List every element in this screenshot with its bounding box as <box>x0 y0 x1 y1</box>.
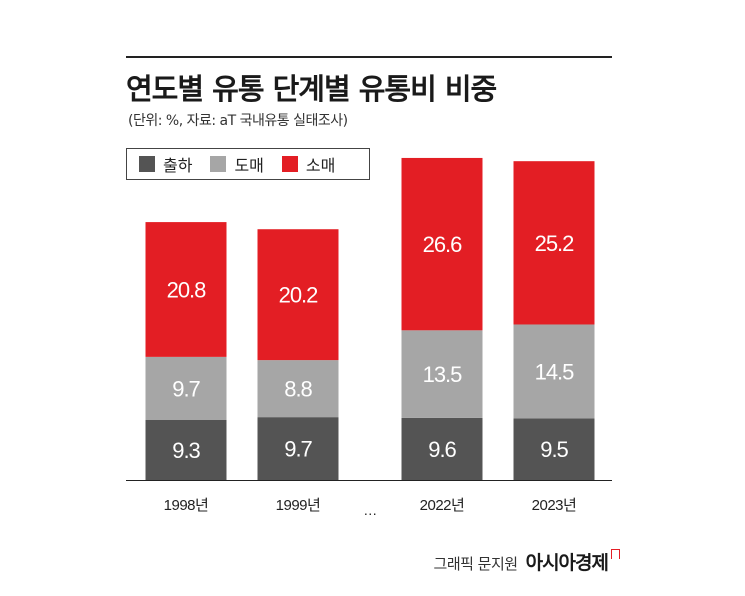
data-label-shipping-2022: 9.6 <box>428 437 456 462</box>
legend-swatch-retail <box>281 156 298 172</box>
legend: 출하 도매 소매 <box>126 148 370 180</box>
x-tick-label-1998: 1998년 <box>164 497 209 514</box>
data-label-retail-1998: 20.8 <box>167 277 207 302</box>
x-tick-label-1999: 1999년 <box>276 497 321 514</box>
x-tick-label-2023: 2023년 <box>532 497 577 514</box>
graphic-credit: 그래픽 문지원 <box>433 555 519 573</box>
brand-logo-icon <box>611 549 620 559</box>
bar-wholesale-1999 <box>257 360 339 418</box>
data-label-retail-2023: 25.2 <box>535 231 575 256</box>
data-label-wholesale-1998: 9.7 <box>172 376 200 401</box>
data-label-wholesale-2023: 14.5 <box>535 359 575 384</box>
bar-retail-2023 <box>513 161 595 325</box>
legend-swatch-shipping <box>139 156 155 172</box>
bar-retail-1999 <box>257 229 339 361</box>
bar-wholesale-2023 <box>513 324 595 419</box>
data-label-retail-1999: 20.2 <box>279 283 319 308</box>
publisher-brand: 아시아경제 <box>525 552 609 574</box>
source-credit: 그래픽 문지원 아시아경제 <box>434 548 620 575</box>
legend-swatch-wholesale <box>210 156 227 172</box>
bar-shipping-2023 <box>513 418 595 480</box>
bar-retail-1998 <box>145 222 227 357</box>
chart-subtitle: (단위: %, 자료: aT 국내유통 실태조사) <box>128 113 348 129</box>
legend-label-retail: 소매 <box>305 156 336 175</box>
data-label-retail-2022: 26.6 <box>423 232 463 257</box>
bar-shipping-1998 <box>145 419 227 480</box>
legend-item-wholesale: 도매 <box>210 152 264 176</box>
legend-item-retail: 소매 <box>281 152 336 176</box>
legend-label-shipping: 출하 <box>163 156 193 175</box>
data-label-shipping-1999: 9.7 <box>284 437 312 462</box>
title-rule <box>126 56 612 58</box>
bar-wholesale-1998 <box>145 356 227 420</box>
bar-wholesale-2022 <box>401 330 483 418</box>
chart-title: 연도별 유통 단계별 유통비 비중 <box>126 72 497 106</box>
bar-retail-2022 <box>401 157 483 331</box>
data-label-shipping-1998: 9.3 <box>172 438 200 463</box>
legend-label-wholesale: 도매 <box>234 156 264 175</box>
bar-shipping-2022 <box>401 417 483 480</box>
bar-shipping-1999 <box>257 417 339 480</box>
data-label-wholesale-2022: 13.5 <box>423 362 463 387</box>
data-label-wholesale-1999: 8.8 <box>284 377 312 402</box>
legend-item-shipping: 출하 <box>139 152 192 176</box>
data-label-shipping-2023: 9.5 <box>540 437 568 462</box>
x-tick-label-2022: 2022년 <box>420 497 465 514</box>
x-axis-gap-ellipsis: … <box>363 502 377 518</box>
